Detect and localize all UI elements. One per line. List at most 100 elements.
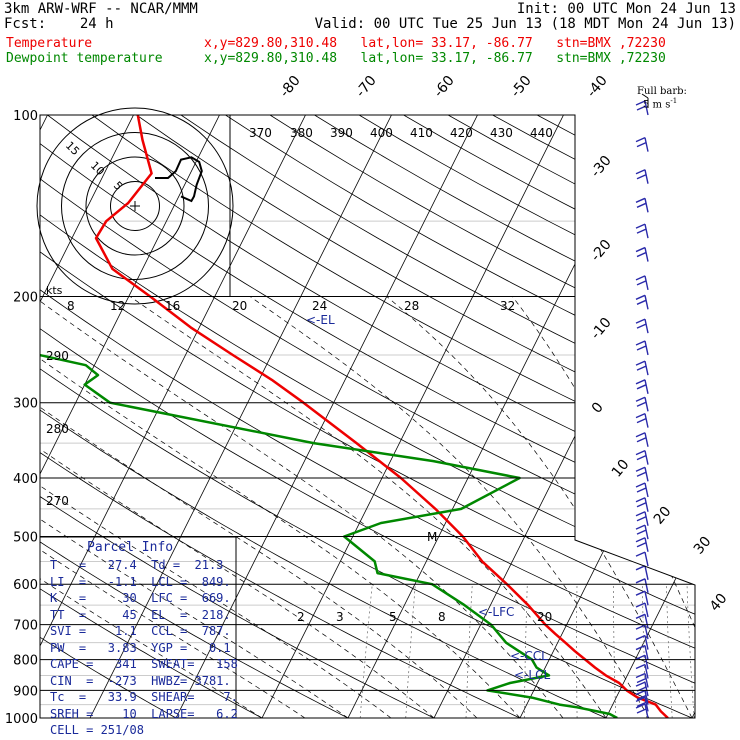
wind-barb-flag — [635, 524, 646, 530]
parcel-info-row: PW = 3.83 YGP = 0.1 — [50, 640, 231, 655]
mixing-ratio-label: 12 — [110, 299, 125, 313]
wind-barb-flag — [636, 345, 647, 351]
forecast-hour: Fcst: 24 h — [4, 16, 114, 32]
wind-barb-flag — [635, 466, 646, 472]
wind-barb — [635, 466, 649, 482]
isotherm-label: -20 — [588, 237, 615, 265]
wind-barb — [635, 136, 649, 152]
mixing-ratio-label: 16 — [165, 299, 180, 313]
el-marker: <-EL — [306, 313, 335, 327]
wind-barb — [635, 223, 649, 239]
isotherm-label: 0 — [589, 399, 607, 416]
wind-barb-flag — [636, 228, 647, 234]
wind-barb-staff — [644, 673, 649, 688]
wind-barb — [635, 169, 649, 184]
wind-barb — [635, 246, 649, 262]
wind-barb-staff — [644, 360, 649, 376]
legend-temperature-location: x,y=829.80,310.48 lat,lon= 33.17, -86.77… — [204, 36, 666, 51]
parcel-info-row: Tc = 33.9 SHEAR= 7. — [50, 690, 238, 704]
wind-barb-flag — [635, 551, 646, 557]
isotherm-label: -30 — [588, 153, 615, 181]
pressure-label-400: 400 — [13, 472, 38, 487]
ccl-marker: <-CCL — [510, 649, 548, 663]
theta-label: 290 — [46, 349, 69, 363]
wind-barb-flag — [635, 696, 646, 703]
wind-barb — [635, 578, 649, 593]
wind-barbs — [635, 93, 649, 719]
wind-barb-flag — [635, 590, 646, 596]
mixing-ratio-line — [665, 584, 673, 718]
wind-barb-flag — [635, 396, 646, 402]
wind-barb-flag — [636, 280, 647, 286]
mixing-ratio-label: 2 — [297, 610, 305, 624]
wind-barb-flag — [636, 251, 647, 258]
wind-barb-flag — [636, 323, 647, 329]
isotherm--70 — [40, 115, 134, 718]
isotherm-10 — [519, 115, 695, 718]
wind-barb-flag — [636, 677, 647, 684]
wind-barb-flag — [635, 100, 646, 106]
wind-barb — [635, 449, 649, 465]
wind-barb-flag — [635, 602, 646, 608]
wind-barb-flag — [636, 471, 647, 477]
wind-barb — [635, 663, 649, 679]
wind-barb-flag — [635, 537, 646, 543]
wind-barb-staff — [644, 602, 649, 618]
init-time: Init: 00 UTC Mon 24 Jun 13 — [516, 1, 736, 17]
wind-barb-flag — [636, 529, 647, 535]
wind-barb-staff — [644, 450, 649, 465]
dry-adiabat — [40, 115, 695, 718]
mixing-ratio-label: 3 — [336, 610, 344, 624]
wind-barb — [635, 275, 649, 291]
mixing-ratio-line — [686, 584, 695, 718]
wind-barb-flag — [636, 401, 647, 407]
wind-barb-flag — [636, 299, 647, 305]
wind-barb-staff — [644, 655, 649, 670]
hodograph-units: kts — [46, 284, 63, 297]
parcel-info-box — [39, 536, 237, 719]
moist-adiabat — [40, 296, 478, 718]
wind-barb-flag — [635, 340, 646, 346]
dry-adiabat — [40, 115, 435, 718]
wind-barb-staff — [644, 578, 649, 593]
wind-barb-staff — [644, 664, 649, 679]
wind-barb-flag — [635, 432, 646, 438]
pressure-label-600: 600 — [13, 578, 38, 593]
legend-dewpoint: Dewpoint temperature — [6, 51, 163, 66]
dry-adiabat — [40, 115, 695, 718]
wind-barb-flag — [635, 565, 646, 571]
isotherm-label: -60 — [431, 73, 458, 101]
moist-adiabat — [249, 296, 650, 718]
wind-barb-staff — [644, 591, 649, 606]
wind-barb — [635, 644, 649, 660]
wind-barb-flag — [635, 624, 646, 630]
dry-adiabat — [40, 115, 607, 718]
isotherm--60 — [40, 115, 220, 718]
moist-adiabat — [40, 309, 435, 718]
dry-adiabat — [40, 115, 177, 718]
sounding-series — [40, 115, 669, 718]
pressure-label-100: 100 — [13, 109, 38, 124]
wind-barb-staff — [644, 614, 649, 629]
wind-barb-flag — [636, 487, 647, 493]
wind-barb-staff — [644, 340, 649, 356]
hodograph-ring-5 — [110, 181, 160, 231]
isotherm-label: -70 — [353, 73, 380, 101]
isotherm-label: -80 — [277, 73, 304, 101]
isotherm-label: 30 — [691, 534, 715, 558]
wind-barb-flag — [635, 644, 646, 651]
wind-barb-staff — [644, 635, 649, 650]
wind-barb-staff — [644, 645, 649, 660]
isotherm-30 — [691, 115, 695, 718]
mixing-ratio-label: 32 — [500, 299, 515, 313]
dry-adiabat — [40, 115, 521, 718]
wind-barb-staff — [644, 247, 649, 262]
isotherm-20 — [605, 115, 695, 718]
wind-barb — [635, 413, 649, 428]
theta-label: 410 — [410, 126, 433, 140]
wind-barb-staff — [644, 697, 649, 712]
wind-barb-staff — [644, 690, 649, 705]
dry-adiabat — [91, 115, 695, 718]
moist-adiabat — [40, 296, 564, 718]
